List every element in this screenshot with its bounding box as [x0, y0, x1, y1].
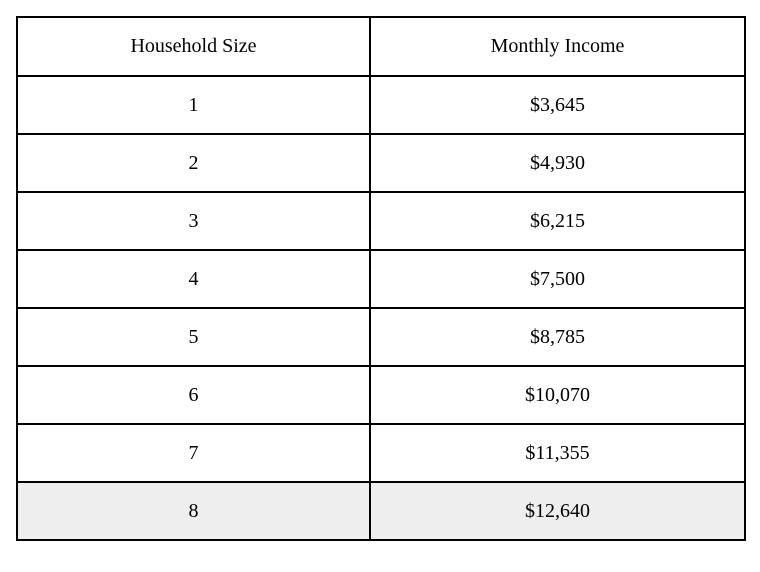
table-row: 1 $3,645	[16, 75, 746, 135]
table-row: 2 $4,930	[16, 133, 746, 193]
header-monthly-income: Monthly Income	[369, 16, 746, 77]
table-row-highlighted: 8 $12,640	[16, 481, 746, 541]
income-limits-table: Household Size Monthly Income 1 $3,645 2…	[16, 16, 746, 541]
monthly-income-cell: $6,215	[369, 191, 746, 251]
table-row: 4 $7,500	[16, 249, 746, 309]
table-header-row: Household Size Monthly Income	[16, 16, 746, 77]
household-size-cell: 6	[16, 365, 371, 425]
household-size-cell: 1	[16, 75, 371, 135]
monthly-income-cell: $3,645	[369, 75, 746, 135]
monthly-income-cell: $4,930	[369, 133, 746, 193]
monthly-income-cell: $12,640	[369, 481, 746, 541]
monthly-income-cell: $10,070	[369, 365, 746, 425]
table-row: 6 $10,070	[16, 365, 746, 425]
table-row: 5 $8,785	[16, 307, 746, 367]
table-row: 3 $6,215	[16, 191, 746, 251]
household-size-cell: 5	[16, 307, 371, 367]
household-size-cell: 8	[16, 481, 371, 541]
header-household-size: Household Size	[16, 16, 371, 77]
table-row: 7 $11,355	[16, 423, 746, 483]
monthly-income-cell: $8,785	[369, 307, 746, 367]
household-size-cell: 2	[16, 133, 371, 193]
household-size-cell: 4	[16, 249, 371, 309]
household-size-cell: 3	[16, 191, 371, 251]
household-size-cell: 7	[16, 423, 371, 483]
monthly-income-cell: $11,355	[369, 423, 746, 483]
monthly-income-cell: $7,500	[369, 249, 746, 309]
